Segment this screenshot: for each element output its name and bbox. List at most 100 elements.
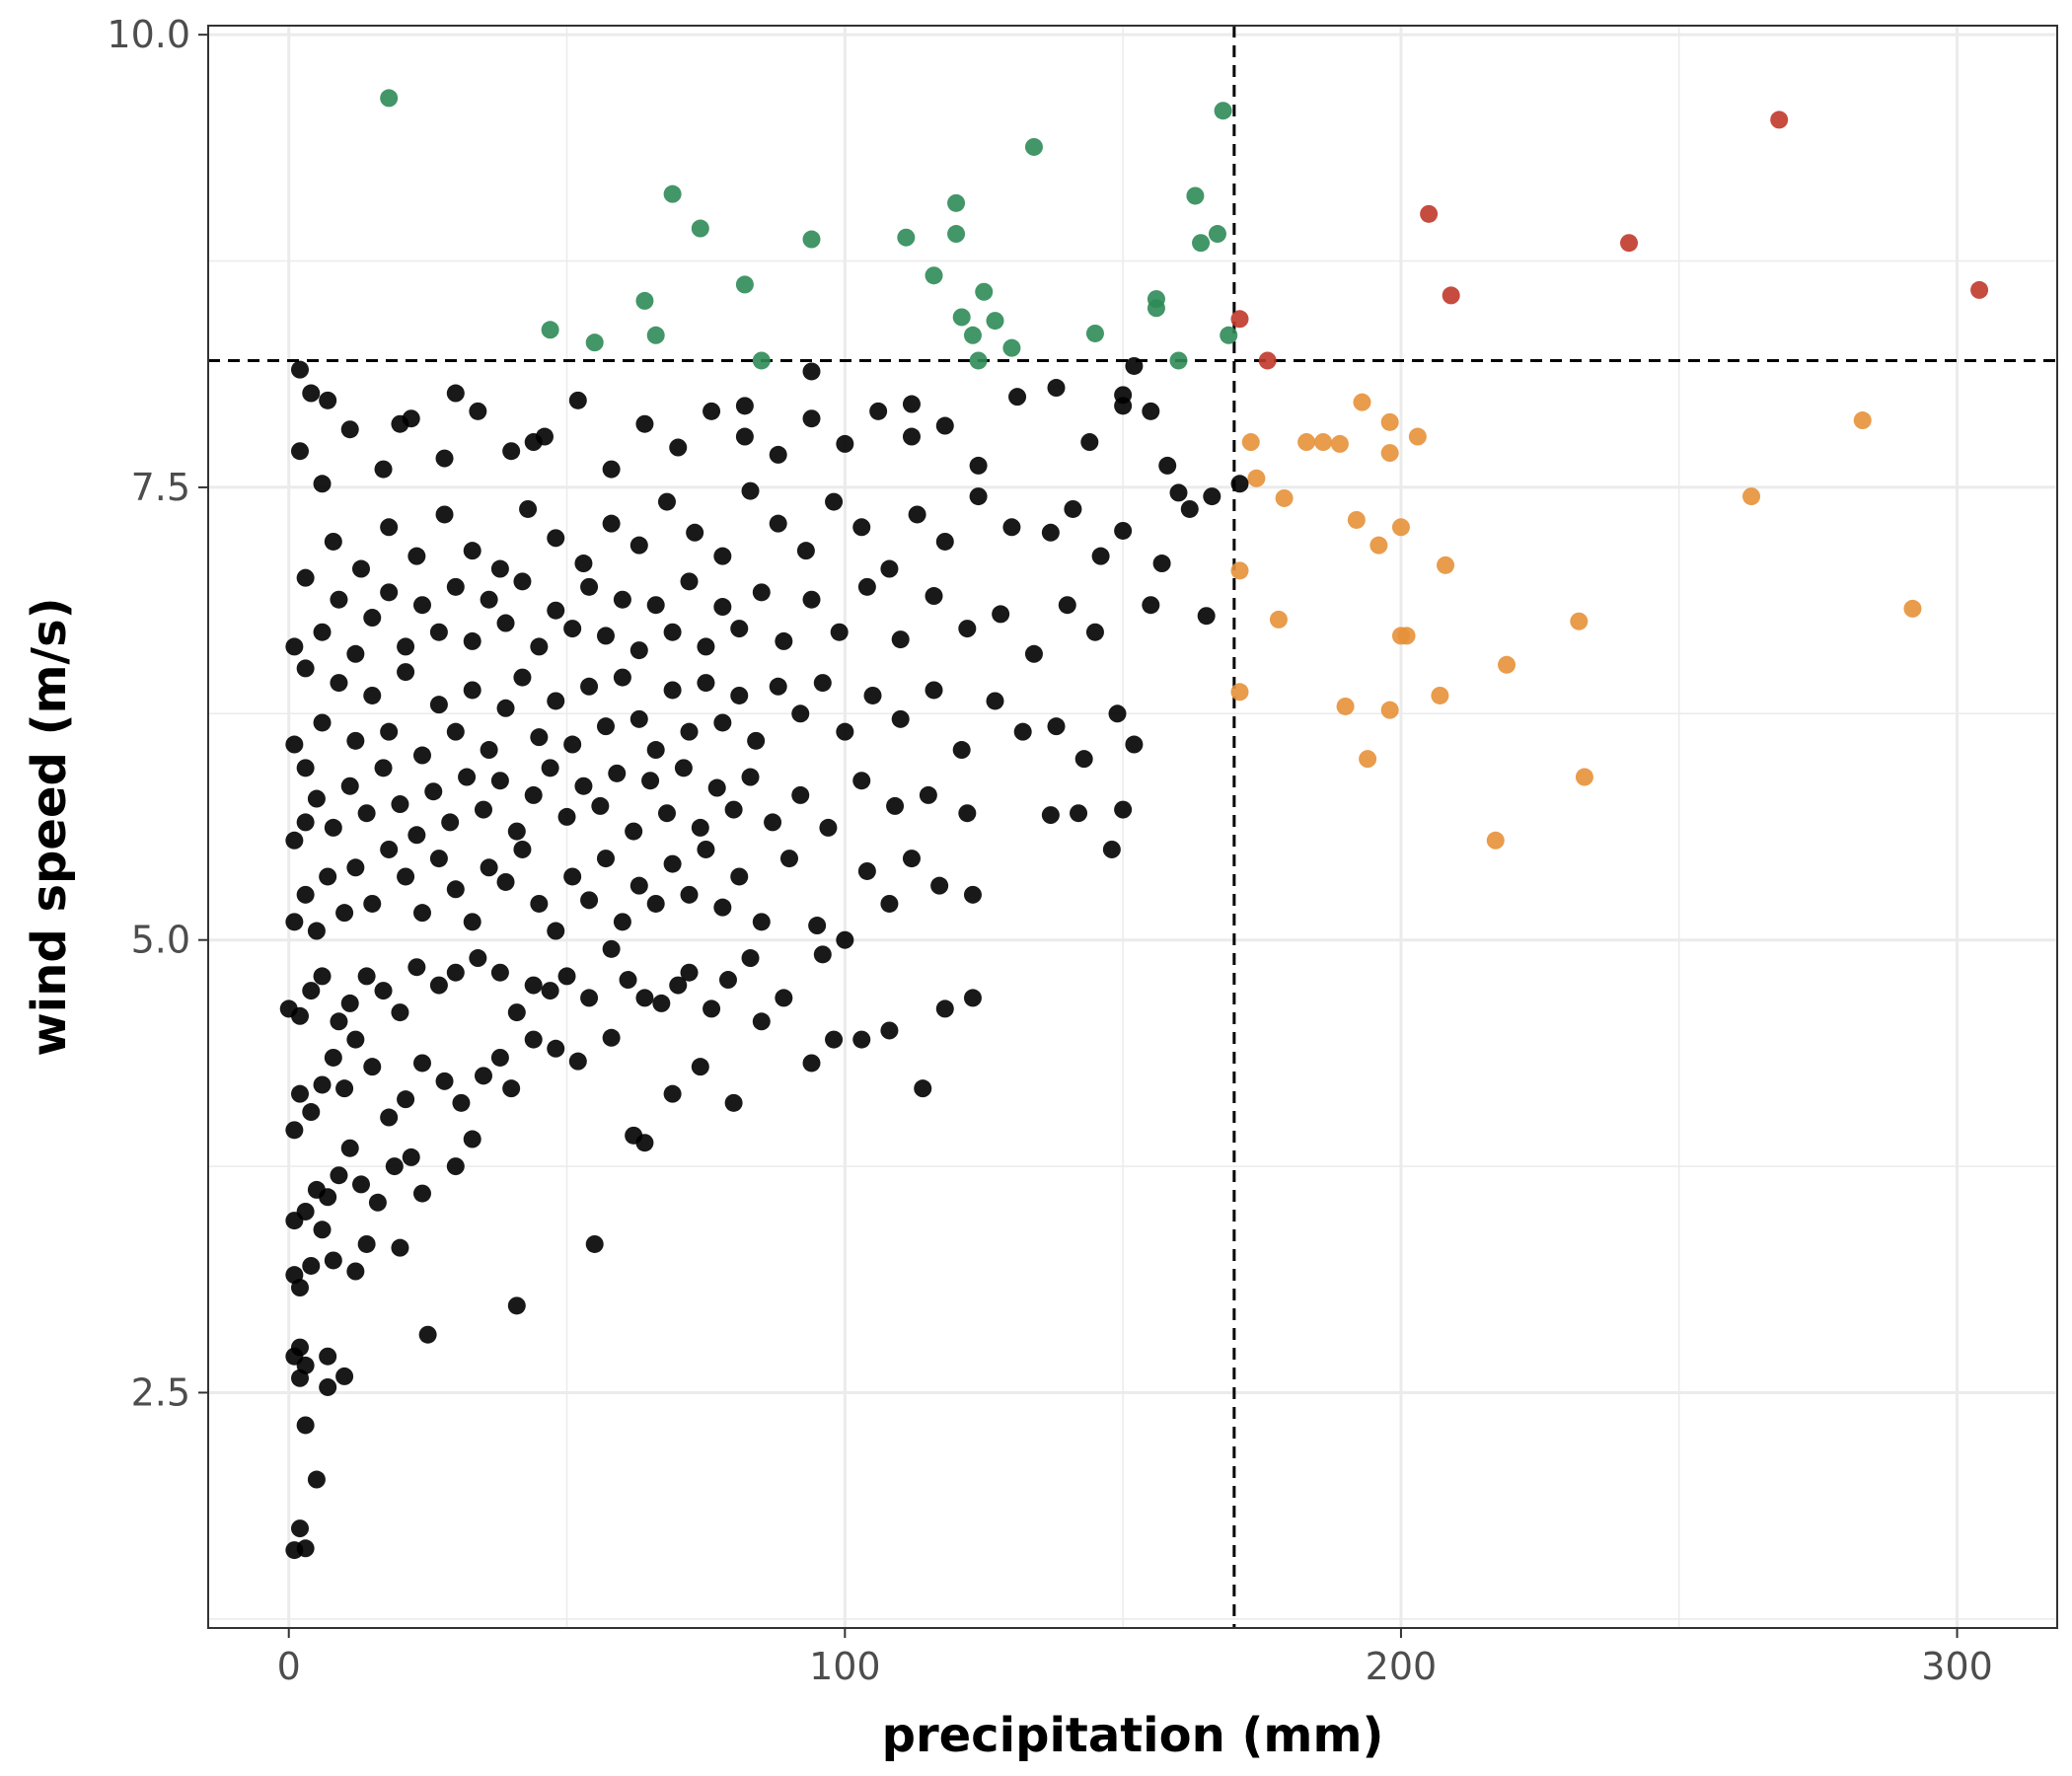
data-point-normal: [791, 704, 810, 723]
data-point-normal: [852, 518, 871, 537]
data-point-normal: [663, 681, 682, 700]
data-point-high-precip: [1330, 434, 1349, 453]
data-point-normal: [346, 858, 365, 877]
data-point-normal: [429, 976, 448, 995]
data-point-high-precip: [1408, 427, 1427, 446]
data-point-normal: [1070, 804, 1088, 823]
data-point-normal: [441, 813, 460, 832]
data-point-normal: [1102, 840, 1121, 858]
data-point-normal: [813, 945, 832, 964]
data-point-normal: [819, 818, 838, 837]
data-point-normal: [463, 913, 481, 931]
data-point-normal: [357, 804, 376, 823]
data-point-normal: [563, 620, 582, 638]
x-axis-title: precipitation (mm): [882, 1708, 1384, 1763]
data-point-high-wind: [1208, 225, 1226, 244]
data-point-normal: [1203, 487, 1221, 506]
data-point-normal: [691, 818, 709, 837]
data-point-normal: [1041, 523, 1060, 542]
data-point-normal: [302, 982, 321, 1000]
data-point-normal: [1158, 456, 1177, 475]
data-point-high-precip: [1353, 393, 1371, 411]
data-point-normal: [574, 555, 593, 573]
data-point-normal: [507, 822, 526, 841]
data-point-normal: [596, 627, 615, 645]
data-point-normal: [340, 777, 359, 795]
data-point-high-wind: [1220, 326, 1238, 344]
data-point-normal: [1047, 717, 1066, 736]
data-point-normal: [458, 768, 477, 786]
data-point-high-precip: [1314, 433, 1333, 452]
data-point-normal: [463, 681, 481, 700]
data-point-high-wind: [541, 321, 559, 339]
data-point-normal: [374, 460, 393, 479]
data-point-high-wind: [1147, 299, 1165, 318]
data-point-normal: [290, 1279, 309, 1297]
data-point-high-wind: [1186, 186, 1205, 205]
data-point-normal: [513, 840, 532, 858]
data-point-normal: [713, 713, 732, 732]
data-point-normal: [891, 630, 910, 649]
data-point-normal: [507, 1296, 526, 1315]
data-point-normal: [412, 1184, 431, 1203]
data-point-normal: [691, 1058, 709, 1076]
data-point-high-precip: [1397, 627, 1416, 645]
data-point-normal: [802, 1054, 821, 1073]
data-point-normal: [324, 532, 342, 551]
data-point-normal: [1013, 722, 1032, 741]
y-tick-label: 7.5: [131, 466, 190, 509]
data-point-normal: [608, 764, 627, 782]
data-point-normal: [852, 772, 871, 790]
data-point-normal: [802, 362, 821, 381]
data-point-normal: [919, 785, 937, 804]
data-point-normal: [657, 492, 676, 511]
data-point-normal: [930, 876, 949, 895]
y-tick-label: 5.0: [131, 919, 190, 962]
data-point-normal: [519, 499, 538, 518]
data-point-normal: [290, 1084, 309, 1103]
data-point-normal: [363, 1058, 382, 1076]
x-tick-label: 300: [1921, 1645, 1993, 1688]
data-point-normal: [313, 475, 332, 493]
data-point-both: [1258, 351, 1277, 370]
data-point-normal: [713, 598, 732, 617]
data-point-normal: [886, 796, 905, 815]
data-point-normal: [1142, 402, 1160, 420]
data-point-normal: [507, 1003, 526, 1022]
data-point-normal: [775, 631, 793, 650]
data-point-normal: [335, 904, 354, 923]
data-point-normal: [547, 1039, 565, 1058]
data-point-normal: [802, 590, 821, 609]
data-point-normal: [524, 785, 543, 804]
data-point-normal: [629, 876, 648, 895]
data-point-normal: [1024, 644, 1043, 663]
data-point-high-precip: [1380, 701, 1399, 719]
data-point-normal: [730, 620, 749, 638]
data-point-normal: [663, 1084, 682, 1103]
data-point-normal: [340, 420, 359, 439]
data-point-normal: [629, 641, 648, 660]
data-point-normal: [429, 850, 448, 868]
data-point-normal: [674, 759, 693, 777]
grid-layer: [208, 26, 2057, 1628]
data-point-normal: [335, 1367, 354, 1385]
data-point-normal: [391, 795, 409, 814]
data-point-high-precip: [1380, 444, 1399, 463]
data-point-normal: [1064, 499, 1082, 518]
data-point-normal: [296, 1416, 315, 1435]
data-point-normal: [469, 402, 487, 420]
data-point-normal: [580, 677, 599, 696]
data-point-normal: [629, 709, 648, 728]
data-point-high-precip: [1380, 412, 1399, 431]
data-point-normal: [524, 976, 543, 995]
data-point-normal: [969, 456, 988, 475]
data-point-high-wind: [1002, 338, 1021, 357]
data-point-high-precip: [1230, 683, 1249, 702]
data-point-normal: [412, 596, 431, 615]
data-point-normal: [324, 1251, 342, 1270]
data-point-normal: [1142, 596, 1160, 615]
data-point-normal: [568, 1052, 587, 1071]
data-point-normal: [669, 976, 688, 995]
data-point-normal: [735, 427, 754, 446]
data-point-normal: [391, 1003, 409, 1022]
